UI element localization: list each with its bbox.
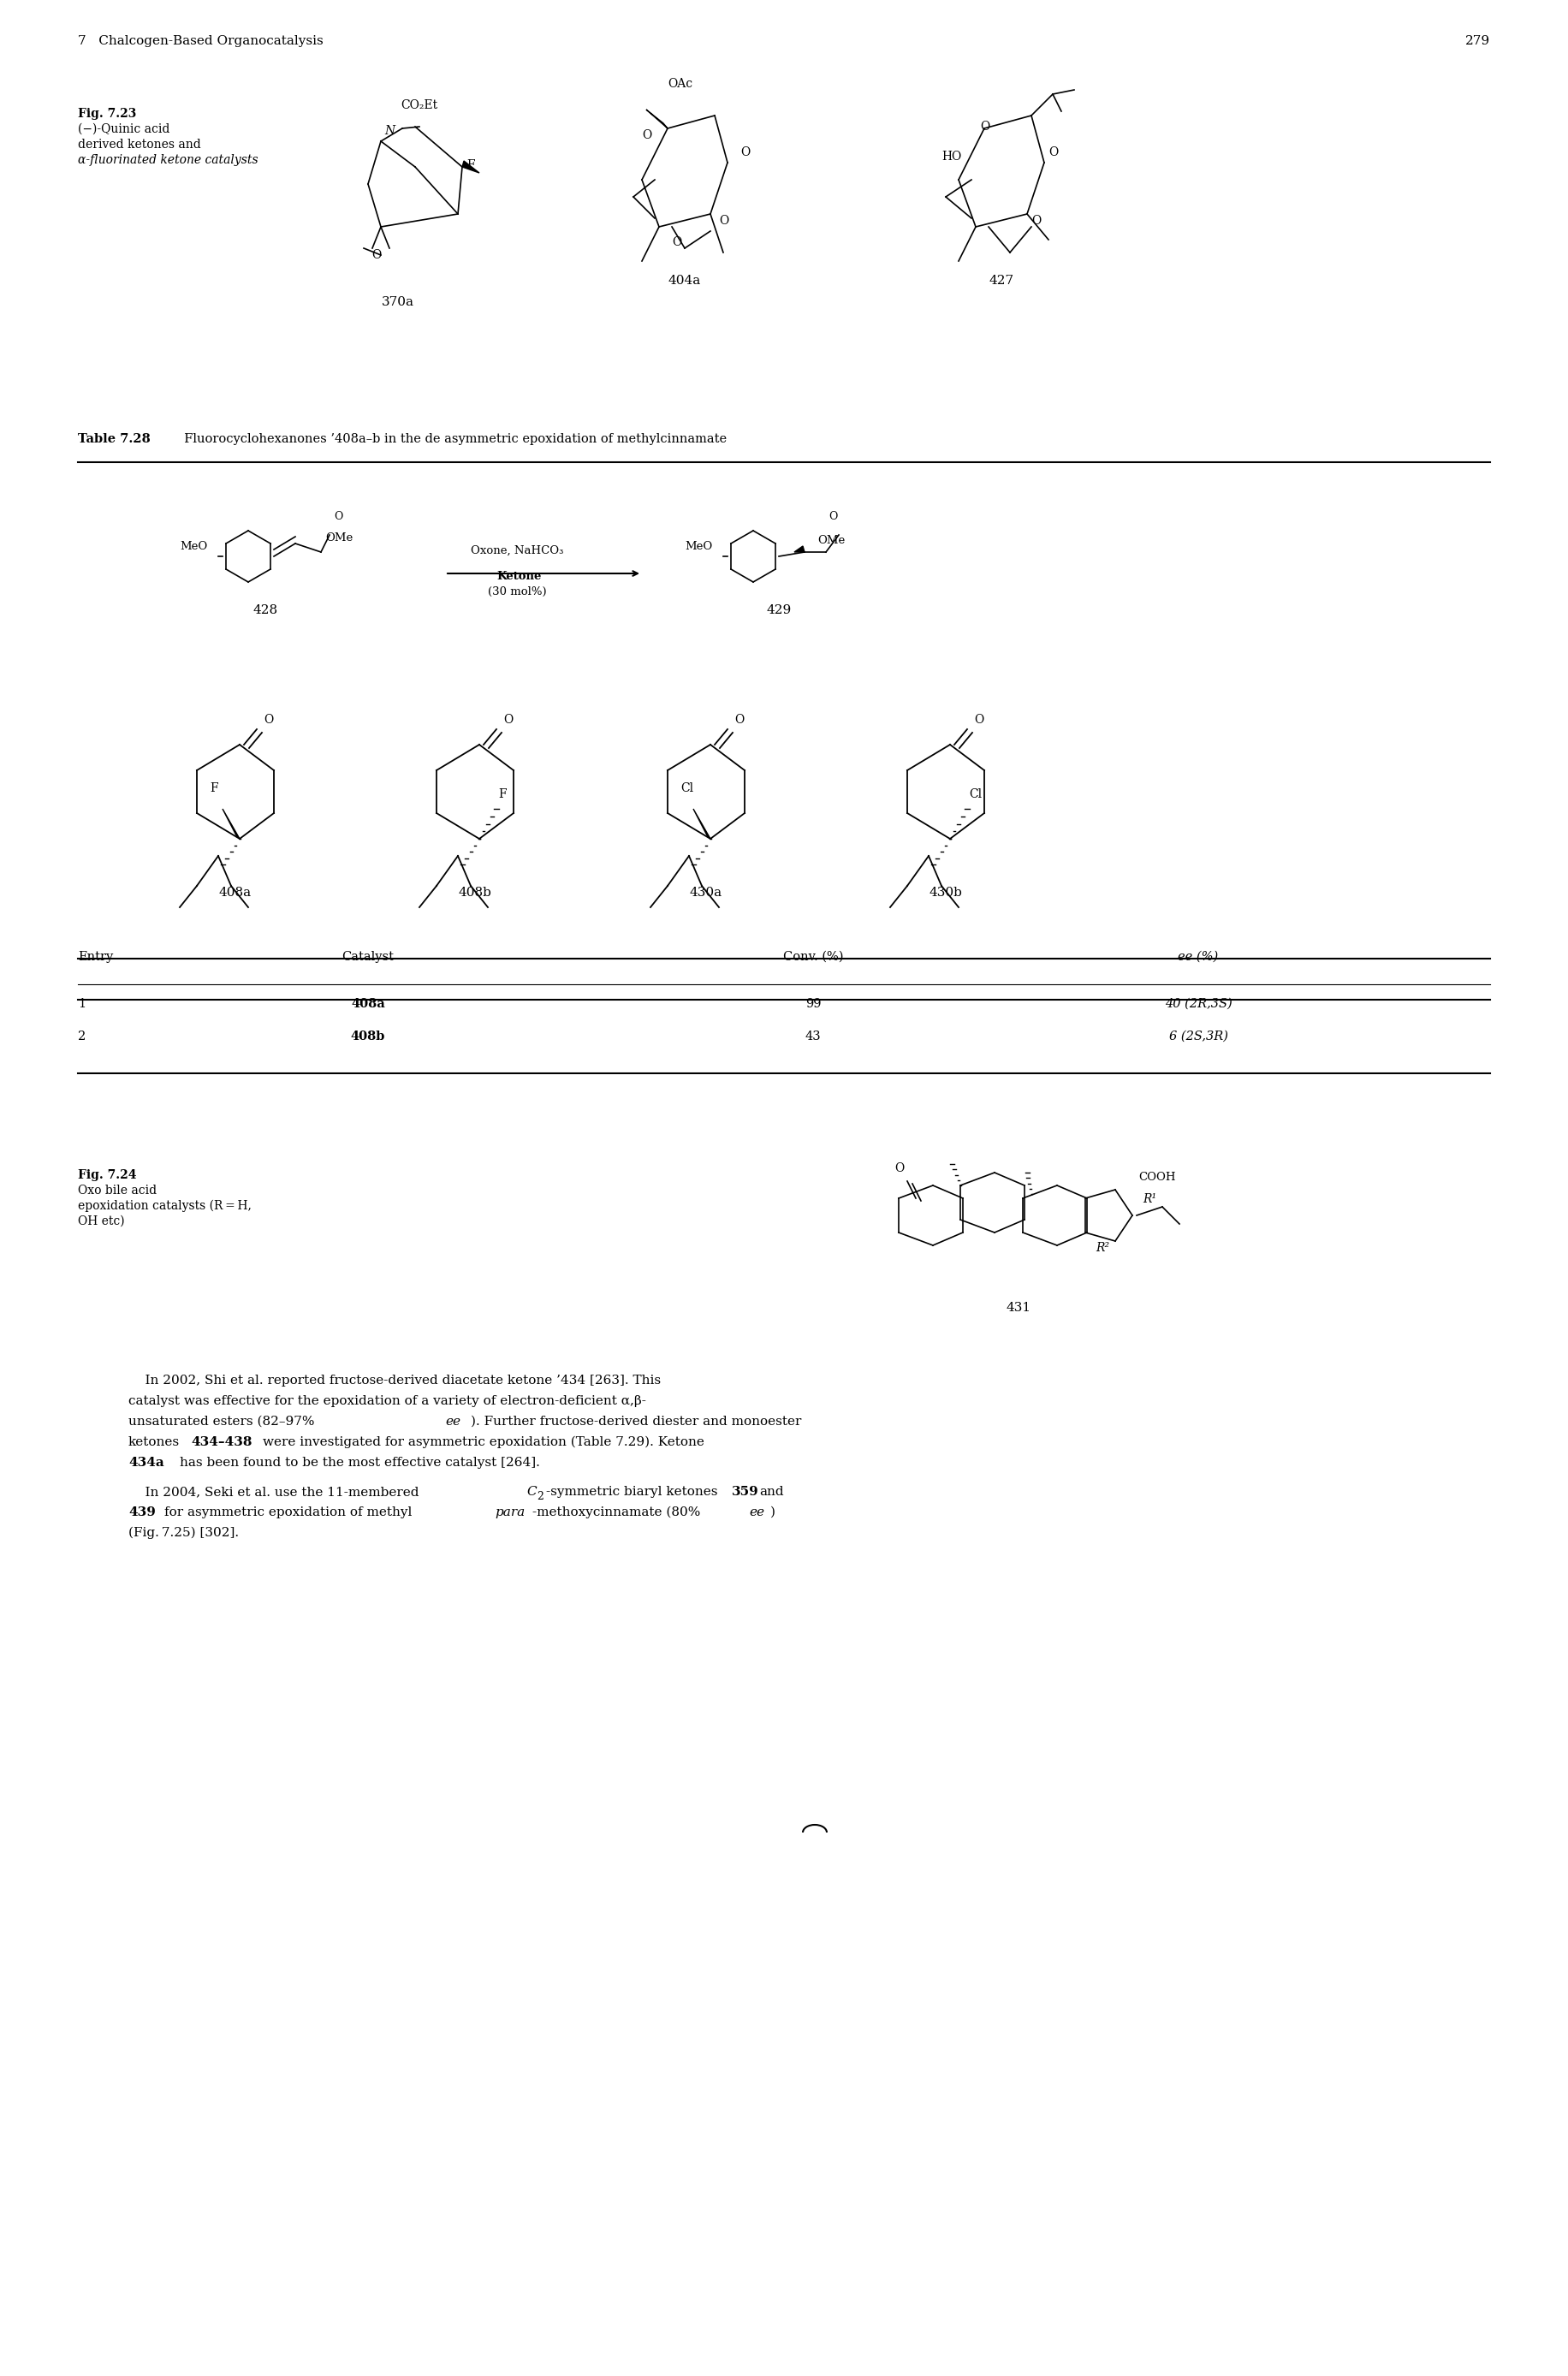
Text: ee: ee — [750, 1506, 764, 1518]
Polygon shape — [463, 162, 480, 173]
Text: (30 mol%): (30 mol%) — [488, 587, 547, 596]
Text: HO: HO — [941, 150, 961, 162]
Polygon shape — [646, 109, 668, 128]
Text: OH etc): OH etc) — [78, 1217, 124, 1228]
Text: Oxone, NaHCO₃: Oxone, NaHCO₃ — [470, 544, 563, 556]
Text: 408a: 408a — [351, 998, 386, 1010]
Text: F: F — [499, 789, 506, 801]
Text: 40 (2R,3S): 40 (2R,3S) — [1165, 998, 1232, 1010]
Text: 1: 1 — [78, 998, 86, 1010]
Text: O: O — [1032, 214, 1041, 226]
Text: Cl: Cl — [969, 789, 982, 801]
Text: R¹: R¹ — [1143, 1193, 1157, 1205]
Polygon shape — [795, 546, 804, 551]
Text: O: O — [974, 713, 983, 725]
Text: (−)-Quinic acid: (−)-Quinic acid — [78, 124, 169, 135]
Text: α-fluorinated ketone catalysts: α-fluorinated ketone catalysts — [78, 154, 259, 166]
Text: and: and — [759, 1485, 784, 1497]
Text: ). Further fructose-derived diester and monoester: ). Further fructose-derived diester and … — [470, 1416, 801, 1428]
Text: O: O — [828, 511, 837, 523]
Text: 430b: 430b — [930, 886, 963, 898]
Text: 279: 279 — [1465, 36, 1490, 48]
Text: were investigated for asymmetric epoxidation (Table 7.29). Ketone: were investigated for asymmetric epoxida… — [263, 1435, 704, 1449]
Text: 2: 2 — [536, 1492, 544, 1502]
Text: COOH: COOH — [1138, 1171, 1176, 1183]
Text: ketones: ketones — [129, 1435, 180, 1449]
Text: ee: ee — [445, 1416, 461, 1428]
Text: MeO: MeO — [685, 542, 712, 551]
Text: O: O — [980, 121, 989, 133]
Text: C: C — [527, 1485, 536, 1497]
Text: derived ketones and: derived ketones and — [78, 138, 201, 150]
Text: -symmetric biaryl ketones: -symmetric biaryl ketones — [546, 1485, 718, 1497]
Text: OAc: OAc — [668, 78, 693, 90]
Text: 7   Chalcogen-Based Organocatalysis: 7 Chalcogen-Based Organocatalysis — [78, 36, 323, 48]
Text: 99: 99 — [806, 998, 822, 1010]
Text: 2: 2 — [78, 1031, 86, 1043]
Text: O: O — [334, 511, 343, 523]
Text: 431: 431 — [1007, 1302, 1032, 1314]
Text: para: para — [495, 1506, 525, 1518]
Text: In 2002, Shi et al. reported fructose-derived diacetate ketone ’434 [263]. This: In 2002, Shi et al. reported fructose-de… — [129, 1376, 660, 1388]
Text: OMe: OMe — [325, 532, 353, 544]
Text: Entry: Entry — [78, 950, 113, 962]
Text: Conv. (%): Conv. (%) — [782, 950, 844, 962]
Text: catalyst was effective for the epoxidation of a variety of electron-deficient α,: catalyst was effective for the epoxidati… — [129, 1395, 646, 1407]
Text: CO₂Et: CO₂Et — [401, 100, 437, 112]
Text: O: O — [740, 147, 750, 159]
Text: MeO: MeO — [180, 542, 207, 551]
Text: 427: 427 — [989, 276, 1014, 287]
Text: 404a: 404a — [668, 276, 701, 287]
Text: O: O — [671, 235, 682, 247]
Text: Ketone: Ketone — [497, 570, 541, 582]
Polygon shape — [693, 808, 710, 839]
Text: 408b: 408b — [458, 886, 492, 898]
Text: 430a: 430a — [690, 886, 723, 898]
Text: Fluorocyclohexanones ’408a–b in the de asymmetric epoxidation of methylcinnamate: Fluorocyclohexanones ’408a–b in the de a… — [176, 432, 726, 444]
Text: 408a: 408a — [220, 886, 252, 898]
Text: 439: 439 — [129, 1506, 155, 1518]
Text: N: N — [384, 126, 395, 138]
Text: O: O — [720, 214, 729, 226]
Text: OMe: OMe — [817, 535, 845, 546]
Text: 434a: 434a — [129, 1456, 165, 1468]
Text: O: O — [1049, 147, 1058, 159]
Text: has been found to be the most effective catalyst [264].: has been found to be the most effective … — [180, 1456, 539, 1468]
Text: Fig. 7.24: Fig. 7.24 — [78, 1169, 136, 1181]
Text: Oxo bile acid: Oxo bile acid — [78, 1186, 157, 1198]
Text: Catalyst: Catalyst — [342, 950, 394, 962]
Text: O: O — [503, 713, 513, 725]
Text: 6 (2S,3R): 6 (2S,3R) — [1168, 1031, 1228, 1043]
Text: Table 7.28: Table 7.28 — [78, 432, 151, 444]
Text: epoxidation catalysts (R = H,: epoxidation catalysts (R = H, — [78, 1200, 251, 1212]
Text: F: F — [210, 782, 218, 794]
Text: (Fig. 7.25) [302].: (Fig. 7.25) [302]. — [129, 1528, 238, 1540]
Text: Fig. 7.23: Fig. 7.23 — [78, 107, 136, 119]
Text: R²: R² — [1096, 1243, 1109, 1255]
Text: 428: 428 — [252, 604, 278, 615]
Text: unsaturated esters (82–97%: unsaturated esters (82–97% — [129, 1416, 315, 1428]
Text: O: O — [734, 713, 743, 725]
Text: 408b: 408b — [351, 1031, 386, 1043]
Text: O: O — [894, 1162, 905, 1174]
Text: Cl: Cl — [681, 782, 693, 794]
Text: -methoxycinnamate (80%: -methoxycinnamate (80% — [533, 1506, 701, 1518]
Text: In 2004, Seki et al. use the 11-membered: In 2004, Seki et al. use the 11-membered — [129, 1485, 419, 1497]
Text: 434–438: 434–438 — [191, 1435, 252, 1449]
Text: 43: 43 — [804, 1031, 822, 1043]
Text: O: O — [641, 128, 652, 140]
Text: 359: 359 — [732, 1485, 759, 1497]
Polygon shape — [223, 808, 240, 839]
Text: O: O — [372, 249, 381, 261]
Text: F: F — [466, 159, 475, 171]
Text: 370a: 370a — [381, 297, 414, 309]
Text: ee (%): ee (%) — [1178, 950, 1218, 962]
Text: for asymmetric epoxidation of methyl: for asymmetric epoxidation of methyl — [165, 1506, 412, 1518]
Text: 429: 429 — [767, 604, 792, 615]
Text: ): ) — [770, 1506, 776, 1518]
Text: O: O — [263, 713, 273, 725]
